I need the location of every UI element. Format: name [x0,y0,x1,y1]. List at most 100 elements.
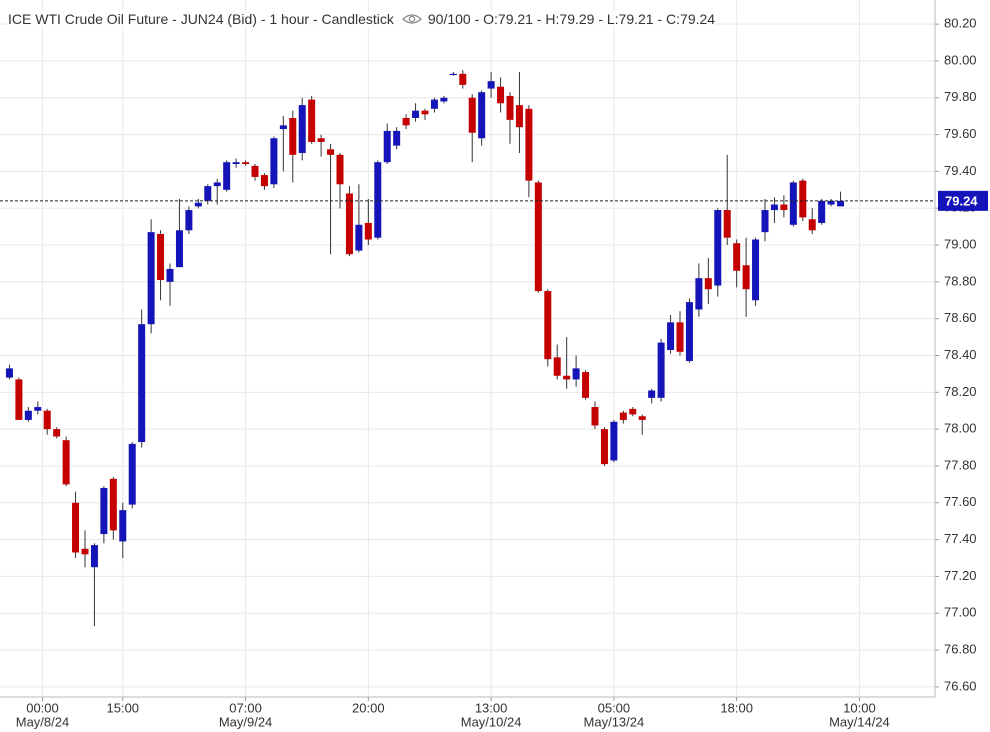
x-date-label: May/8/24 [16,714,69,729]
candle-body [43,410,51,430]
candle-body [629,408,637,415]
candle-body [676,322,684,352]
y-tick-label: 76.80 [944,641,977,656]
x-tick-label: 07:00 [229,700,262,715]
candle-body [128,443,136,505]
candle-body [279,125,287,130]
candle-body [478,92,486,139]
candle-body [289,118,297,155]
x-tick-label: 05:00 [598,700,631,715]
candle-body [799,180,807,218]
candle-body [704,278,712,290]
x-tick-label: 00:00 [26,700,59,715]
candle-body [770,204,778,211]
candle-body [515,105,523,128]
candle-body [449,73,457,76]
candle-body [327,149,335,155]
candle-body [185,210,193,231]
candle-body [789,182,797,225]
candle-body [147,232,155,325]
candle-body [232,162,240,165]
y-tick-label: 78.80 [944,273,977,288]
chart-title: ICE WTI Crude Oil Future - JUN24 (Bid) -… [8,11,394,27]
candle-body [412,110,420,119]
y-tick-label: 78.00 [944,421,977,436]
header: ICE WTI Crude Oil Future - JUN24 (Bid) -… [8,11,716,27]
candle-body [780,204,788,211]
candle-body [742,265,750,290]
candle-body [109,478,117,531]
candle-body [657,342,665,398]
y-tick-label: 78.40 [944,347,977,362]
y-tick-label: 79.00 [944,236,977,251]
candle-body [487,81,495,89]
candle-body [345,193,353,255]
candle-body [837,200,845,207]
candle-body [34,407,42,411]
eye-icon[interactable] [401,13,422,25]
candle-body [100,488,108,535]
candle-body [90,545,98,568]
candle-body [166,268,174,282]
candle-body [270,138,278,185]
candle-body [81,548,89,555]
candle-body [355,224,363,251]
candle-body [648,390,656,398]
candle-body [534,182,542,292]
candle-body [752,239,760,301]
candle-body [119,510,127,542]
y-tick-label: 77.60 [944,494,977,509]
y-tick-label: 79.60 [944,126,977,141]
candle-body [459,73,467,85]
candle-body [506,95,514,120]
candle-body [430,99,438,109]
candle-body [572,368,580,380]
candle-body [72,502,80,553]
y-tick-label: 76.60 [944,678,977,693]
x-date-label: May/13/24 [584,714,645,729]
candle-body [175,230,183,268]
candle-body [298,105,306,153]
candle-body [497,86,505,104]
candle-body [582,372,590,398]
candle-body [62,440,70,485]
x-tick-label: 10:00 [843,700,876,715]
x-tick-label: 18:00 [720,700,753,715]
last-price-label: 79.24 [945,193,978,208]
candle-body [138,324,146,443]
candle-body [15,379,23,420]
candle-body [157,233,165,281]
candle-body [544,291,552,360]
y-tick-label: 77.40 [944,531,977,546]
candle-body [723,210,731,238]
candles [5,70,845,627]
candle-body [374,162,382,238]
candle-body [53,429,61,437]
y-tick-label: 77.20 [944,568,977,583]
candle-body [733,243,741,271]
candle-body [600,429,608,465]
candle-body [563,375,571,380]
x-tick-label: 20:00 [352,700,385,715]
candle-body [308,99,316,142]
candle-body [685,302,693,362]
candle-body [364,222,372,240]
x-tick-label: 13:00 [475,700,508,715]
candle-body [761,210,769,233]
candle-body [336,154,344,185]
candle-body [251,165,259,177]
candle-body [818,200,826,223]
candle-body [667,322,675,350]
y-tick-label: 80.00 [944,52,977,67]
candle-body [5,368,13,378]
x-date-label: May/10/24 [461,714,522,729]
candle-body [223,162,231,190]
candle-body [808,219,816,231]
candle-body [383,130,391,163]
ohlc-info: 90/100 - O:79.21 - H:79.29 - L:79.21 - C… [427,11,716,27]
candle-body [402,118,410,126]
candle-body [393,130,401,146]
candle-body [619,412,627,420]
